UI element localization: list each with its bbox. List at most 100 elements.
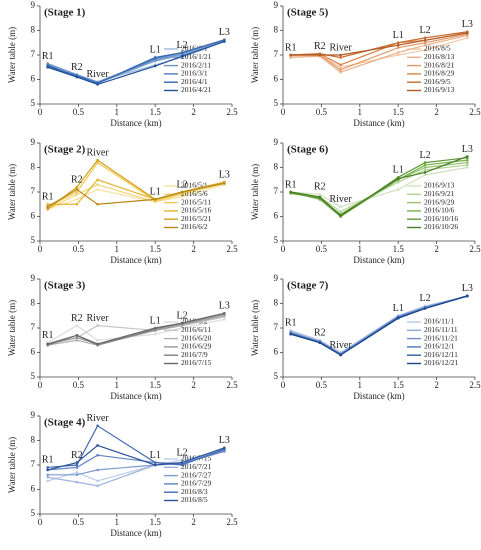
annotation: R1 bbox=[285, 179, 297, 190]
point bbox=[396, 53, 400, 57]
point bbox=[289, 56, 292, 59]
x-axis-label: Distance (km) bbox=[353, 118, 404, 128]
legend-label: 2016/4/1 bbox=[181, 77, 208, 86]
point bbox=[75, 473, 79, 477]
x-tick-label: 1 bbox=[115, 244, 120, 254]
y-tick-label: 7 bbox=[31, 459, 36, 469]
series-line bbox=[290, 34, 468, 73]
legend-label: 2016/12/1 bbox=[424, 342, 455, 351]
x-axis-label: Distance (km) bbox=[110, 118, 161, 128]
point bbox=[423, 163, 427, 167]
point bbox=[339, 70, 342, 74]
annotation: R1 bbox=[42, 192, 54, 203]
panel: 5 6 7 8 9 0 0.5 1 1.5 2 2.5 Distance (km) Water tabl… bbox=[250, 273, 481, 401]
annotation: L3 bbox=[219, 435, 230, 446]
legend-label: 2016/7/15 bbox=[181, 358, 212, 367]
annotation: L3 bbox=[219, 169, 230, 180]
y-axis-label: Water table (m) bbox=[250, 300, 260, 356]
chart-title: (Stage 2) bbox=[44, 144, 86, 156]
x-tick-label: 1.5 bbox=[393, 107, 405, 117]
annotation: L2 bbox=[177, 179, 188, 190]
x-tick-label: 2.5 bbox=[226, 380, 238, 390]
point bbox=[396, 46, 400, 49]
annotation: R2 bbox=[71, 450, 83, 461]
annotation: R1 bbox=[285, 318, 297, 329]
y-tick-label: 7 bbox=[31, 49, 36, 59]
y-tick-label: 9 bbox=[274, 0, 279, 10]
point bbox=[423, 307, 427, 310]
y-tick-label: 7 bbox=[274, 49, 279, 59]
annotation: R1 bbox=[42, 330, 54, 341]
legend-label: 2016/7/27 bbox=[181, 470, 212, 479]
point bbox=[75, 336, 79, 340]
point bbox=[153, 461, 157, 464]
legend-label: 2016/11/11 bbox=[424, 325, 458, 334]
point bbox=[339, 353, 342, 357]
point bbox=[223, 312, 226, 315]
annotation: L1 bbox=[393, 165, 404, 176]
point bbox=[289, 190, 292, 194]
point bbox=[339, 56, 342, 59]
y-tick-label: 8 bbox=[31, 435, 36, 445]
point bbox=[46, 205, 49, 208]
x-axis-label: Distance (km) bbox=[110, 255, 161, 265]
legend-label: 2016/5/11 bbox=[181, 197, 211, 206]
x-tick-label: 2 bbox=[191, 244, 196, 254]
annotation: L3 bbox=[219, 301, 230, 312]
point bbox=[96, 424, 99, 428]
point bbox=[46, 466, 49, 469]
legend-label: 2016/10/6 bbox=[424, 206, 455, 215]
legend-label: 2016/11/1 bbox=[424, 317, 454, 326]
y-tick-label: 7 bbox=[274, 186, 279, 196]
y-tick-label: 9 bbox=[31, 137, 36, 147]
annotation: L2 bbox=[420, 25, 431, 36]
annotation: L3 bbox=[462, 19, 473, 30]
panel: 5 6 7 8 9 0 0.5 1 1.5 2 2.5 Distance (km) Water tabl… bbox=[7, 0, 238, 128]
annotation: R2 bbox=[71, 174, 83, 185]
point bbox=[96, 453, 99, 457]
legend-label: 2016/8/13 bbox=[424, 52, 455, 61]
point bbox=[423, 173, 427, 177]
y-tick-label: 8 bbox=[274, 298, 279, 308]
annotation: L3 bbox=[462, 144, 473, 155]
annotation: L3 bbox=[462, 283, 473, 294]
point bbox=[423, 36, 427, 40]
series-line bbox=[47, 40, 225, 86]
series-line bbox=[290, 295, 468, 356]
x-tick-label: 2 bbox=[191, 380, 196, 390]
y-tick-label: 7 bbox=[31, 186, 36, 196]
x-tick-label: 1 bbox=[115, 380, 120, 390]
point bbox=[46, 207, 49, 211]
point bbox=[339, 210, 342, 213]
y-tick-label: 6 bbox=[31, 484, 36, 494]
point bbox=[423, 39, 427, 42]
annotation: L2 bbox=[420, 150, 431, 161]
point bbox=[289, 332, 292, 336]
legend-label: 2016/3/1 bbox=[181, 69, 208, 78]
legend-label: 2016/6/29 bbox=[181, 342, 212, 351]
legend-label: 2016/10/26 bbox=[424, 222, 458, 231]
annotation: R2 bbox=[314, 41, 326, 52]
x-tick-label: 1.5 bbox=[150, 107, 162, 117]
point bbox=[153, 56, 157, 59]
point bbox=[96, 468, 99, 472]
y-tick-label: 8 bbox=[31, 162, 36, 172]
point bbox=[339, 63, 342, 67]
series-line bbox=[290, 159, 468, 218]
annotation: L1 bbox=[393, 30, 404, 41]
annotation: River bbox=[329, 42, 352, 53]
x-axis-label: Distance (km) bbox=[353, 391, 404, 401]
legend-label: 2016/2/11 bbox=[181, 60, 211, 69]
legend-label: 2016/12/11 bbox=[424, 350, 458, 359]
x-tick-label: 1 bbox=[358, 107, 363, 117]
panel: 5 6 7 8 9 0 0.5 1 1.5 2 2.5 Distance (km) Water tabl… bbox=[250, 0, 481, 128]
annotation: L2 bbox=[177, 310, 188, 321]
point bbox=[46, 468, 49, 472]
x-tick-label: 0.5 bbox=[73, 517, 85, 527]
x-axis-label: Distance (km) bbox=[353, 255, 404, 265]
series-line bbox=[47, 444, 225, 471]
x-tick-label: 1.5 bbox=[393, 244, 405, 254]
y-tick-label: 5 bbox=[31, 371, 36, 381]
point bbox=[75, 75, 79, 79]
